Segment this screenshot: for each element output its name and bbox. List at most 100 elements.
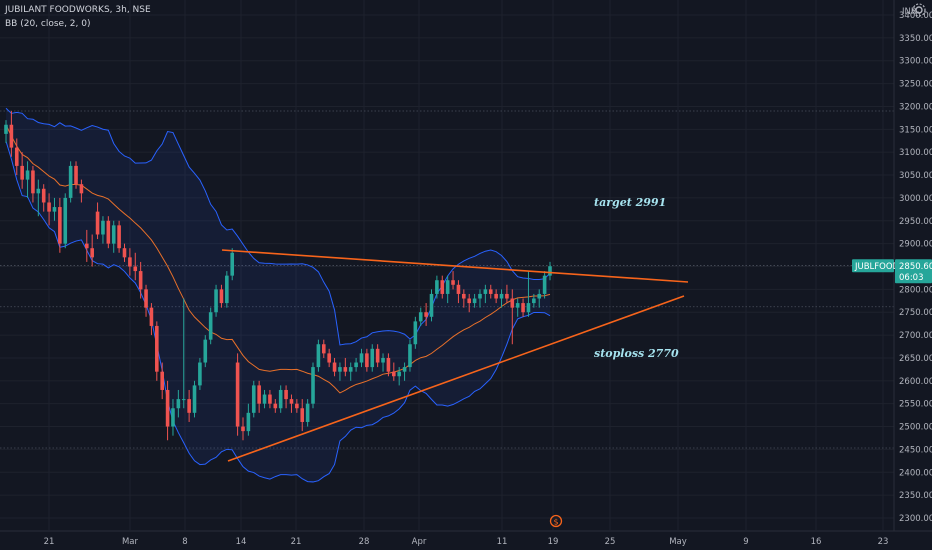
candle[interactable] <box>25 161 30 198</box>
candle[interactable] <box>488 284 493 299</box>
candle[interactable] <box>262 389 267 409</box>
candle[interactable] <box>149 303 154 336</box>
candle[interactable] <box>542 271 547 299</box>
candle[interactable] <box>435 275 439 299</box>
candle[interactable] <box>176 389 181 418</box>
candle[interactable] <box>499 289 504 308</box>
candle[interactable] <box>90 234 94 267</box>
candle[interactable] <box>413 316 418 349</box>
candle[interactable] <box>257 380 261 413</box>
candle[interactable] <box>74 161 78 189</box>
candle[interactable] <box>63 193 68 249</box>
candle[interactable] <box>515 298 520 317</box>
candle[interactable] <box>472 293 477 308</box>
x-axis[interactable]: 21 Mar 8 14 21 28 Apr 11 19 25 May 9 16 23 <box>0 530 932 550</box>
candle[interactable] <box>198 357 202 390</box>
candle[interactable] <box>521 298 525 317</box>
candle[interactable] <box>192 380 197 418</box>
candle[interactable] <box>284 385 288 409</box>
candle[interactable] <box>392 362 396 381</box>
candle[interactable] <box>31 165 35 203</box>
candle[interactable] <box>354 357 358 372</box>
candle[interactable] <box>548 261 552 281</box>
candle[interactable] <box>478 289 482 308</box>
candle[interactable] <box>370 344 375 372</box>
candle[interactable] <box>230 248 235 281</box>
candle[interactable] <box>278 385 283 413</box>
candle[interactable] <box>462 289 466 308</box>
candle[interactable] <box>20 152 24 189</box>
candle[interactable] <box>311 362 315 409</box>
candle[interactable] <box>219 284 224 308</box>
candle[interactable] <box>327 348 331 368</box>
candle[interactable] <box>268 389 272 409</box>
candle[interactable] <box>128 248 132 276</box>
gear-icon[interactable] <box>911 2 927 18</box>
candle[interactable] <box>316 339 321 372</box>
candle[interactable] <box>41 184 46 212</box>
candles[interactable] <box>4 111 552 441</box>
candle[interactable] <box>397 367 401 386</box>
candle[interactable] <box>4 120 8 144</box>
candle[interactable] <box>84 229 89 262</box>
candle[interactable] <box>95 202 100 240</box>
candle[interactable] <box>208 307 213 345</box>
candle[interactable] <box>160 362 164 400</box>
candle[interactable] <box>451 271 455 290</box>
candle[interactable] <box>181 298 186 409</box>
candle[interactable] <box>295 399 299 413</box>
candle[interactable] <box>273 399 278 413</box>
candle[interactable] <box>117 220 121 253</box>
candle[interactable] <box>483 284 488 304</box>
trendlines[interactable] <box>221 249 689 462</box>
candle[interactable] <box>365 348 369 372</box>
candle[interactable] <box>510 289 515 345</box>
candle[interactable] <box>101 216 105 244</box>
candle[interactable] <box>68 161 73 203</box>
candle[interactable] <box>36 179 41 217</box>
candle[interactable] <box>251 380 256 418</box>
candle[interactable] <box>332 357 337 377</box>
candle[interactable] <box>537 289 542 308</box>
candle[interactable] <box>111 220 116 253</box>
candle[interactable] <box>305 399 310 427</box>
candle[interactable] <box>440 275 445 299</box>
candle[interactable] <box>343 357 348 377</box>
candle[interactable] <box>359 348 364 368</box>
candle[interactable] <box>338 362 342 381</box>
candle[interactable] <box>246 403 251 436</box>
candle[interactable] <box>122 243 127 262</box>
candle[interactable] <box>505 284 509 304</box>
candle[interactable] <box>418 307 423 326</box>
candle[interactable] <box>289 394 294 413</box>
candle[interactable] <box>58 197 62 253</box>
candle[interactable] <box>165 380 170 441</box>
candle[interactable] <box>241 417 245 441</box>
candle[interactable] <box>9 111 14 157</box>
candle[interactable] <box>321 339 326 358</box>
candle[interactable] <box>300 399 305 432</box>
candle[interactable] <box>386 353 391 377</box>
dividend-marker-icon[interactable]: $ <box>549 514 563 528</box>
candle[interactable] <box>144 284 148 317</box>
candle[interactable] <box>171 399 175 436</box>
candle[interactable] <box>187 389 191 422</box>
candle[interactable] <box>106 216 111 249</box>
resistance-trendline[interactable] <box>221 249 689 283</box>
candle[interactable] <box>47 193 51 226</box>
candle[interactable] <box>429 289 434 322</box>
support-trendline[interactable] <box>227 295 685 462</box>
candle[interactable] <box>225 271 229 308</box>
candle[interactable] <box>203 335 208 368</box>
candle[interactable] <box>456 280 461 304</box>
candle[interactable] <box>445 275 450 304</box>
candle[interactable] <box>381 353 385 372</box>
candle[interactable] <box>348 362 353 381</box>
candle[interactable] <box>532 293 536 308</box>
candle[interactable] <box>138 261 143 299</box>
candle[interactable] <box>14 138 19 176</box>
candle[interactable] <box>494 289 498 304</box>
candle[interactable] <box>375 344 380 368</box>
